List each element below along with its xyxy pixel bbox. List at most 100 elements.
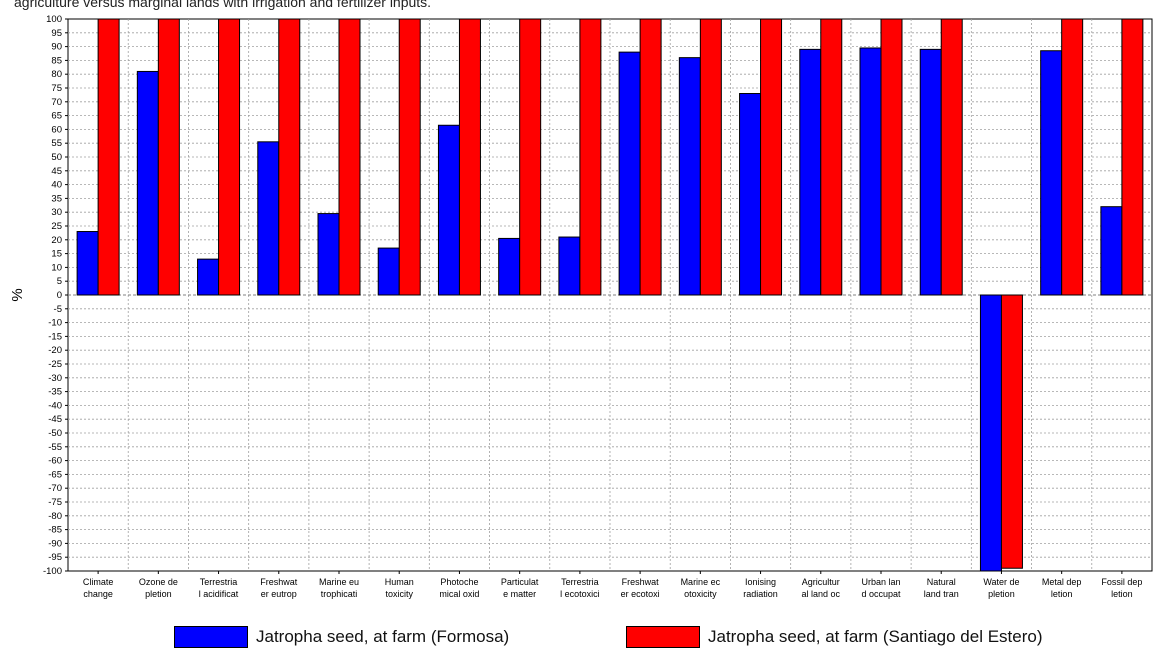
bar-formosa xyxy=(257,141,280,296)
bar-santiago xyxy=(398,18,421,296)
y-tick-label: 75 xyxy=(51,83,62,94)
bar-santiago xyxy=(157,18,180,296)
x-tick-label: letion xyxy=(1051,589,1073,599)
bar-formosa xyxy=(76,231,99,296)
x-tick-label: Metal dep xyxy=(1042,577,1082,587)
y-tick-label: -10 xyxy=(48,318,62,329)
y-tick-label: -55 xyxy=(48,442,62,453)
x-tick-label: al land oc xyxy=(802,589,841,599)
bar-santiago xyxy=(278,18,301,296)
x-tick-label: toxicity xyxy=(385,589,413,599)
bar-santiago xyxy=(699,18,722,296)
y-tick-label: 40 xyxy=(51,180,62,191)
x-tick-label: Freshwat xyxy=(622,577,660,587)
bar-santiago xyxy=(338,18,361,296)
x-tick-label: Urban lan xyxy=(861,577,900,587)
bar-formosa xyxy=(136,70,159,296)
x-tick-label: er eutrop xyxy=(261,589,297,599)
bar-santiago xyxy=(218,18,241,296)
y-tick-label: -30 xyxy=(48,373,62,384)
bar-formosa xyxy=(437,124,460,296)
y-tick-label: -70 xyxy=(48,483,62,494)
bar-santiago xyxy=(820,18,843,296)
y-tick-label: -80 xyxy=(48,511,62,522)
x-tick-label: Particulat xyxy=(501,577,539,587)
x-tick-label: otoxicity xyxy=(684,589,717,599)
x-tick-label: d occupat xyxy=(861,589,901,599)
y-tick-label: -50 xyxy=(48,428,62,439)
x-tick-label: Ionising xyxy=(745,577,776,587)
legend-item-santiago: Jatropha seed, at farm (Santiago del Est… xyxy=(626,622,1043,652)
legend-swatch-formosa xyxy=(174,626,248,648)
bar-formosa xyxy=(799,48,822,296)
bar-santiago xyxy=(97,18,120,296)
x-tick-label: e matter xyxy=(503,589,536,599)
x-tick-label: change xyxy=(83,589,113,599)
x-tick-label: Water de xyxy=(983,577,1019,587)
bar-formosa xyxy=(739,93,762,296)
y-tick-label: 80 xyxy=(51,69,62,80)
y-tick-label: 35 xyxy=(51,193,62,204)
x-tick-label: pletion xyxy=(988,589,1015,599)
y-tick-label: -100 xyxy=(43,566,62,577)
y-tick-label: -85 xyxy=(48,525,62,536)
y-tick-label: 85 xyxy=(51,55,62,66)
bar-formosa xyxy=(498,237,521,296)
bar-formosa xyxy=(859,47,882,296)
y-tick-label: 70 xyxy=(51,97,62,108)
y-tick-label: 0 xyxy=(57,290,62,301)
x-tick-label: l ecotoxici xyxy=(560,589,600,599)
bar-santiago xyxy=(1121,18,1144,296)
bar-formosa xyxy=(1100,206,1123,296)
y-tick-label: 45 xyxy=(51,166,62,177)
y-tick-label: -45 xyxy=(48,414,62,425)
x-tick-label: Terrestria xyxy=(561,577,599,587)
x-tick-label: Ozone de xyxy=(139,577,178,587)
y-tick-label: 95 xyxy=(51,28,62,39)
bar-formosa xyxy=(377,247,400,296)
x-tick-label: trophicati xyxy=(321,589,358,599)
bar-formosa xyxy=(1040,50,1063,296)
x-tick-label: land tran xyxy=(924,589,959,599)
y-tick-label: 20 xyxy=(51,235,62,246)
x-tick-label: Agricultur xyxy=(802,577,840,587)
bar-santiago xyxy=(519,18,542,296)
bar-santiago xyxy=(1061,18,1084,296)
y-tick-label: 65 xyxy=(51,111,62,122)
y-tick-label: 60 xyxy=(51,124,62,135)
y-tick-label: 30 xyxy=(51,207,62,218)
bar-santiago xyxy=(639,18,662,296)
x-tick-label: Fossil dep xyxy=(1101,577,1142,587)
figure-caption: agriculture versus marginal lands with i… xyxy=(14,0,432,10)
x-tick-label: Terrestria xyxy=(200,577,238,587)
y-tick-label: 5 xyxy=(57,276,62,287)
bar-formosa xyxy=(678,57,701,296)
y-tick-label: 50 xyxy=(51,152,62,163)
x-tick-label: Natural xyxy=(927,577,956,587)
y-tick-label: -25 xyxy=(48,359,62,370)
y-tick-label: -65 xyxy=(48,469,62,480)
x-tick-label: Marine eu xyxy=(319,577,359,587)
y-tick-label: -75 xyxy=(48,497,62,508)
legend-item-formosa: Jatropha seed, at farm (Formosa) xyxy=(174,622,509,652)
bar-formosa xyxy=(197,258,220,296)
x-tick-label: Climate xyxy=(83,577,114,587)
y-tick-label: -95 xyxy=(48,552,62,563)
y-tick-label: -15 xyxy=(48,331,62,342)
y-tick-label: -35 xyxy=(48,387,62,398)
y-tick-label: 15 xyxy=(51,249,62,260)
x-tick-label: mical oxid xyxy=(439,589,479,599)
bar-santiago xyxy=(880,18,903,296)
y-tick-label: 100 xyxy=(46,14,62,25)
y-tick-label: -20 xyxy=(48,345,62,356)
y-tick-label: 55 xyxy=(51,138,62,149)
x-tick-label: Marine ec xyxy=(681,577,721,587)
y-tick-label: -5 xyxy=(54,304,62,315)
bar-santiago xyxy=(1000,294,1023,569)
bar-santiago xyxy=(940,18,963,296)
y-tick-label: -60 xyxy=(48,456,62,467)
bar-formosa xyxy=(919,48,942,296)
y-tick-label: -40 xyxy=(48,400,62,411)
x-tick-label: letion xyxy=(1111,589,1133,599)
